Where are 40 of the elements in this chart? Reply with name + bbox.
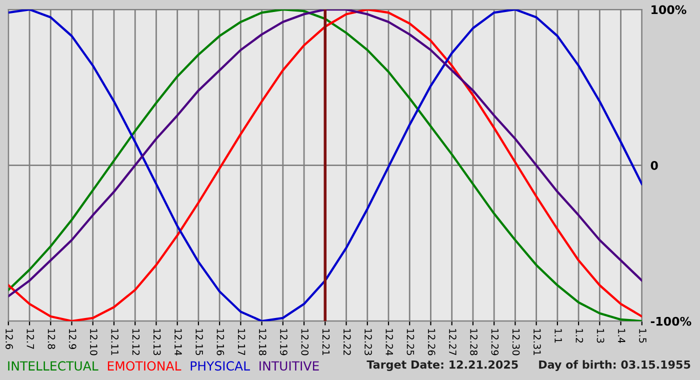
text: Target Date: 12.21.2025 [366, 360, 518, 371]
x-tick-label: 12.22 [344, 329, 351, 355]
y-tick-label: -100% [650, 316, 692, 326]
x-tick-label: 1.3 [596, 329, 604, 343]
x-tick-label: 12.29 [491, 329, 499, 356]
text: INTELLECTUAL [8, 361, 98, 371]
x-tick-label: 12.21 [322, 329, 330, 355]
text: PHYSICAL [190, 361, 250, 371]
x-tick-label: 12.31 [533, 329, 541, 355]
x-tick-label: 12.23 [364, 329, 372, 356]
x-tick-label: 12.12 [132, 329, 140, 355]
x-tick-label: 1.1 [554, 329, 562, 343]
y-tick-label: 0 [650, 161, 658, 170]
text: Day of birth: 03.15.1955 [539, 360, 690, 371]
x-tick-label: 12.11 [111, 329, 119, 355]
x-tick-label: 12.24 [386, 329, 394, 356]
y-tick-label: 100% [652, 5, 686, 14]
x-tick-label: 12.16 [216, 329, 224, 356]
x-tick-label: 12.30 [512, 329, 520, 356]
x-tick-label: 12.17 [238, 329, 246, 356]
x-tick-label: 12.28 [470, 329, 478, 356]
x-tick-label: 12.7 [26, 329, 34, 349]
x-tick-label: 12.8 [48, 329, 56, 350]
x-tick-label: 12.20 [301, 329, 309, 356]
x-tick-label: 12.27 [449, 329, 456, 356]
x-tick-label: 1.4 [618, 329, 626, 343]
x-tick-label: 12.9 [68, 329, 76, 350]
x-tick-label: 12.14 [174, 329, 182, 356]
text: EMOTIONAL [108, 361, 182, 371]
x-tick-label: 12.10 [90, 329, 98, 356]
x-tick-label: 12.13 [153, 329, 161, 356]
x-tick-label: 1.2 [576, 329, 584, 343]
x-tick-label: 12.15 [196, 329, 203, 356]
x-tick-label: 12.19 [280, 329, 288, 356]
x-tick-label: 12.25 [406, 329, 414, 356]
x-tick-label: 12.6 [6, 329, 13, 350]
text: INTUITIVE [260, 361, 319, 371]
x-tick-label: 12.18 [258, 329, 266, 356]
x-tick-label: 1.5 [639, 329, 646, 343]
x-tick-label: 12.26 [428, 329, 436, 356]
